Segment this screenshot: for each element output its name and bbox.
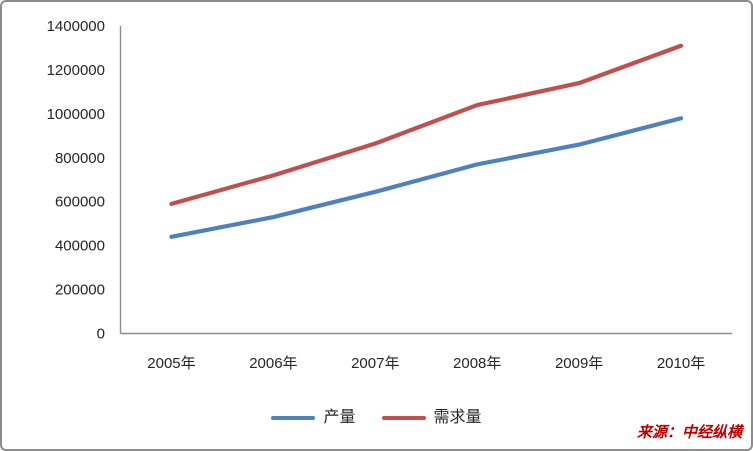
y-tick-label: 1200000 [47,62,105,79]
source-note: 来源：中经纵横 [636,424,742,441]
y-tick-label: 0 [97,326,105,343]
series-line-0 [169,116,684,239]
legend-swatch-production [271,416,316,420]
legend-swatch-demand [381,416,426,420]
series-line-1 [169,43,684,207]
x-tick-label: 2010年 [657,355,705,372]
y-tick-label: 400000 [55,238,105,255]
legend-label-production: 产量 [323,409,356,426]
y-tick-label: 600000 [55,194,105,211]
x-tick-label: 2007年 [351,355,399,372]
chart-legend: 产量 需求量 [2,410,751,426]
y-tick-label: 1400000 [47,18,105,35]
y-tick-label: 800000 [55,150,105,167]
x-tick-label: 2005年 [147,355,195,372]
x-tick-label: 2008年 [453,355,501,372]
legend-item-production: 产量 [271,409,356,426]
legend-item-demand: 需求量 [381,409,482,426]
y-tick-label: 200000 [55,282,105,299]
legend-label-demand: 需求量 [433,409,482,426]
y-tick-label: 1000000 [47,106,105,123]
x-tick-label: 2006年 [249,355,297,372]
x-tick-label: 2009年 [555,355,603,372]
